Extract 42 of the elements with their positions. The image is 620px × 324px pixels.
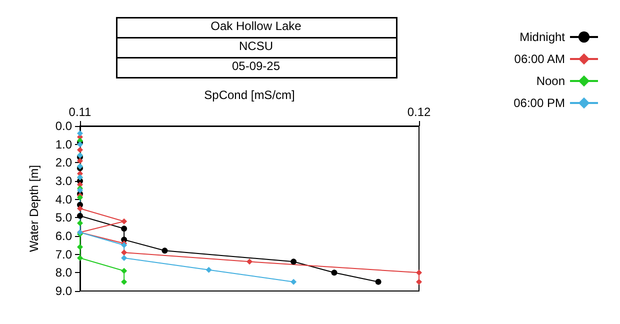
y-tick-label: 2.0 bbox=[55, 156, 72, 170]
legend-label: 06:00 AM bbox=[514, 52, 565, 66]
point bbox=[331, 270, 338, 276]
legend-label: Midnight bbox=[520, 30, 566, 44]
x-axis-title: SpCond [mS/cm] bbox=[204, 88, 295, 102]
y-tick-label: 3.0 bbox=[55, 174, 72, 188]
point bbox=[121, 218, 128, 224]
y-tick-label: 7.0 bbox=[55, 247, 72, 262]
x-tick-label: 0.11 bbox=[68, 105, 92, 119]
point bbox=[162, 248, 168, 254]
point bbox=[77, 220, 83, 226]
point bbox=[290, 278, 297, 285]
point bbox=[121, 255, 128, 261]
chart-title: Oak Hollow Lake bbox=[210, 19, 302, 33]
point bbox=[77, 206, 83, 212]
legend-label: Noon bbox=[536, 74, 565, 88]
y-tick-label: 8.0 bbox=[55, 266, 72, 280]
point bbox=[121, 226, 128, 232]
y-tick-label: 5.0 bbox=[55, 210, 72, 225]
y-tick-label: 0.0 bbox=[55, 119, 72, 133]
y-tick-label: 4.0 bbox=[55, 192, 72, 206]
point bbox=[77, 212, 83, 219]
point bbox=[206, 266, 212, 273]
point bbox=[121, 278, 128, 285]
point bbox=[375, 278, 382, 285]
point bbox=[246, 258, 252, 265]
point bbox=[121, 268, 128, 274]
y-tick-label: 6.0 bbox=[55, 229, 72, 243]
legend-label: 06:00 PM bbox=[514, 96, 565, 110]
y-tick-label: 1.0 bbox=[55, 137, 72, 152]
y-tick-label: 9.0 bbox=[55, 284, 72, 298]
chart-subtitle: NCSU bbox=[238, 39, 274, 53]
point bbox=[77, 244, 83, 250]
point bbox=[77, 158, 83, 164]
point bbox=[77, 130, 83, 136]
point bbox=[290, 258, 297, 265]
x-tick-label: 0.12 bbox=[407, 105, 431, 119]
point bbox=[77, 146, 83, 153]
y-axis-title: Water Depth [m] bbox=[27, 165, 41, 252]
point bbox=[121, 250, 128, 256]
text: 05-09-25 bbox=[232, 59, 280, 73]
point bbox=[77, 255, 83, 261]
